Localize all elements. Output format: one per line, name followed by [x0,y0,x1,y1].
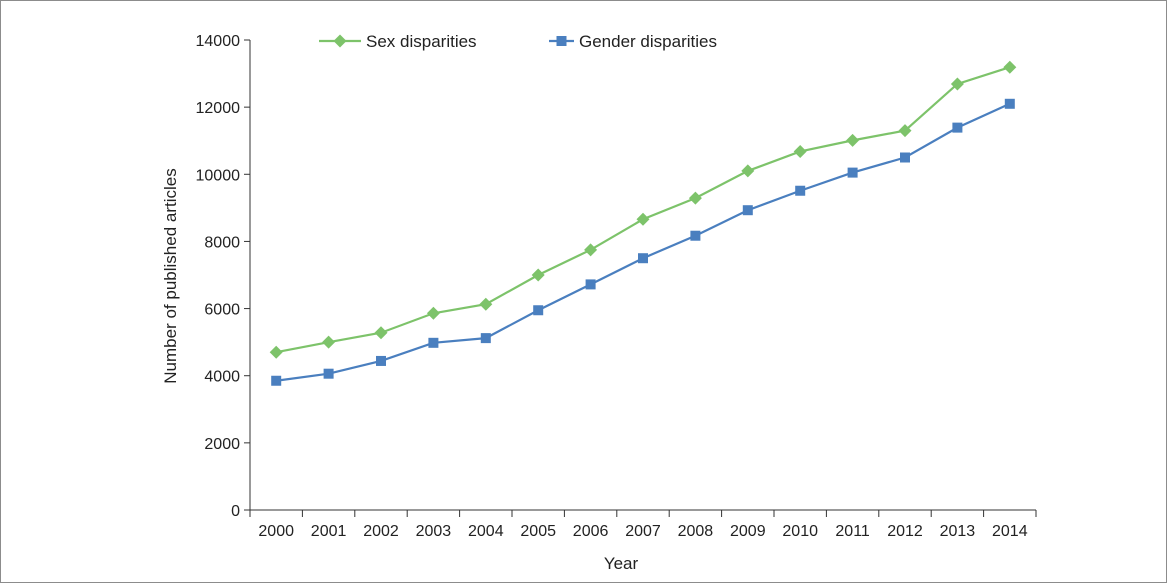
series-line [275,66,1011,354]
data-point [376,355,386,366]
data-point [742,205,753,216]
data-point [428,337,439,348]
x-tick-label: 2002 [363,523,399,540]
data-point [952,122,963,133]
x-tick-label: 2005 [520,523,556,540]
y-axis-title: Number of published articles [161,168,180,383]
legend-label: Sex disparities [366,32,477,51]
x-tick-label: 2010 [782,523,818,540]
series-line [276,102,1011,382]
data-point [847,167,858,178]
x-axis-ticks: 2000 2001 2002 2003 2004 2005 2006 2007 2008 2009… [249,510,1037,540]
legend: Sex disparities Gender disparities [319,32,717,51]
data-point [638,253,648,264]
data-point [795,185,806,196]
x-tick-label: 2011 [835,523,870,540]
series-layer [269,60,1017,386]
legend-marker [556,36,567,46]
y-tick-label: 4000 [204,369,240,386]
x-tick-label: 2007 [625,523,661,540]
data-point [323,368,334,379]
y-tick-label: 12000 [196,100,241,117]
data-point [1003,60,1017,74]
y-tick-label: 6000 [204,302,240,319]
data-point [533,305,544,316]
data-point [950,77,964,91]
data-point [269,345,283,359]
x-tick-label: 2004 [468,523,504,540]
data-point [322,335,336,349]
data-point [531,268,545,282]
legend-entry: Sex disparities [319,32,477,51]
data-point [426,306,440,320]
data-point [480,333,491,344]
data-point [898,124,912,138]
data-point [479,297,493,311]
data-point [690,230,701,241]
x-tick-label: 2013 [940,523,976,540]
legend-marker [333,34,347,48]
y-axis-ticks: 0 2000 4000 6000 8000 10000 12000 14000 [196,33,250,520]
data-point [584,243,598,257]
x-tick-label: 2000 [258,523,294,540]
x-tick-label: 2014 [992,523,1028,540]
data-point [636,212,650,226]
y-tick-label: 10000 [196,167,241,184]
data-point [1004,98,1015,109]
x-tick-label: 2008 [678,523,714,540]
data-point [688,191,702,205]
y-tick-label: 0 [231,503,240,520]
x-tick-label: 2006 [573,523,609,540]
x-tick-label: 2003 [416,523,452,540]
data-point [793,144,807,158]
x-tick-label: 2001 [311,523,347,540]
y-tick-label: 2000 [204,436,240,453]
y-tick-label: 14000 [196,33,241,50]
data-point [374,326,388,340]
data-point [585,279,596,290]
data-point [741,164,755,178]
x-axis-title: Year [604,554,639,573]
x-tick-label: 2009 [730,523,766,540]
data-point [846,133,860,147]
legend-label: Gender disparities [579,32,717,51]
legend-entry: Gender disparities [549,32,717,51]
y-tick-label: 8000 [204,234,240,251]
series-gender-disparities [271,98,1015,386]
series-sex-disparities [269,60,1017,359]
data-point [900,152,910,163]
data-point [271,375,282,386]
x-tick-label: 2012 [887,523,923,540]
